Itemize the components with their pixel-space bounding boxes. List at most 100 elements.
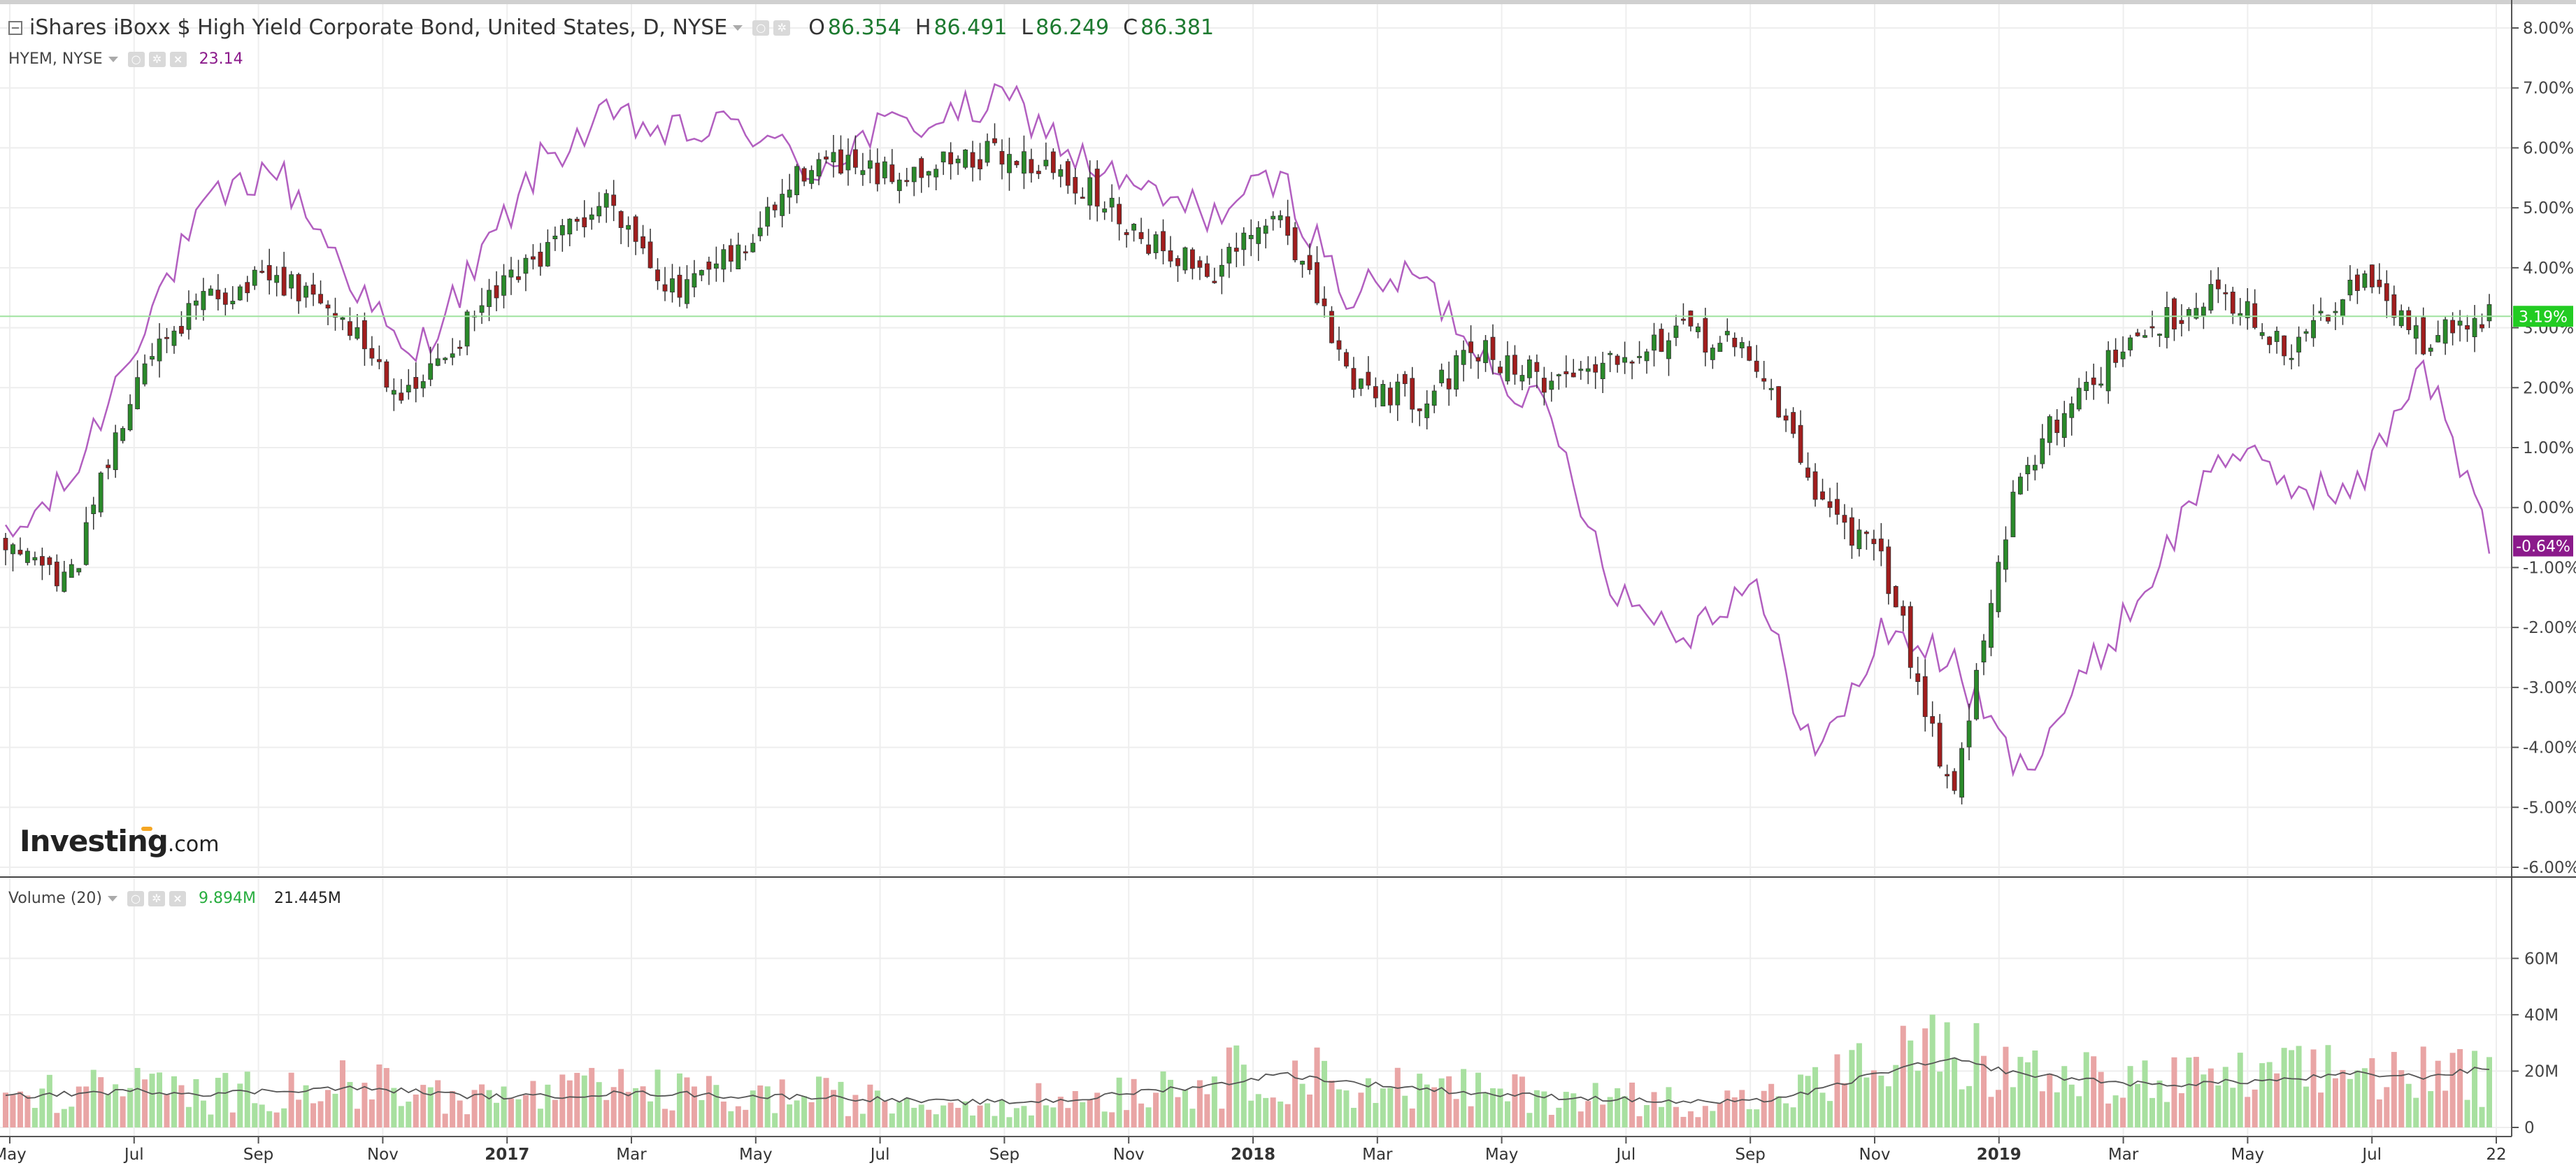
volume-bar: [1446, 1076, 1452, 1127]
volume-bar: [1233, 1045, 1240, 1127]
volume-bar: [215, 1078, 221, 1127]
candle: [1724, 318, 1730, 342]
candle: [1307, 243, 1312, 275]
candle: [106, 459, 111, 480]
candle: [641, 225, 645, 255]
candle: [2274, 326, 2280, 354]
y-tick-label: -6.00%: [2523, 859, 2576, 877]
volume-bar: [764, 1086, 771, 1127]
x-tick-label: May: [2231, 1146, 2265, 1164]
compare-legend: HYEM, NYSE ○ ✲ × 23.14: [8, 50, 243, 68]
chevron-down-icon[interactable]: [108, 56, 118, 62]
volume-bar: [1028, 1115, 1034, 1127]
volume-bar: [1387, 1088, 1394, 1127]
volume-bar: [2435, 1060, 2441, 1127]
candle: [860, 152, 866, 186]
candle: [1688, 310, 1694, 332]
y-tick-label: 2.00%: [2523, 379, 2574, 397]
candle: [1878, 522, 1884, 567]
y-tick-label: 4.00%: [2523, 259, 2574, 278]
candle: [208, 285, 213, 296]
volume-bar: [244, 1071, 250, 1127]
candle: [699, 269, 704, 282]
candle: [1117, 197, 1122, 241]
chevron-down-icon[interactable]: [733, 24, 743, 31]
volume-bar: [2186, 1057, 2192, 1127]
close-icon[interactable]: ×: [169, 890, 186, 906]
volume-bar: [1754, 1109, 1760, 1127]
candle: [1564, 355, 1569, 388]
candle: [582, 200, 587, 238]
candle: [845, 138, 851, 186]
candle: [713, 246, 719, 282]
candle: [2128, 334, 2133, 357]
candle: [1578, 361, 1584, 380]
volume-bar: [728, 1111, 734, 1127]
eye-icon[interactable]: ○: [752, 20, 770, 36]
candle: [457, 340, 463, 356]
volume-tick-label: 0: [2524, 1119, 2535, 1137]
volume-bar: [2384, 1087, 2390, 1127]
candle: [2465, 315, 2470, 342]
candle: [98, 471, 103, 518]
volume-bar: [1673, 1106, 1679, 1127]
volume-bar: [1329, 1080, 1335, 1127]
gear-icon[interactable]: ✲: [148, 890, 165, 906]
candle: [1292, 222, 1298, 263]
x-tick-label: Jul: [1615, 1146, 1636, 1164]
candle: [1029, 148, 1034, 183]
candle: [1629, 359, 1635, 380]
close-icon[interactable]: ×: [169, 51, 187, 67]
eye-icon[interactable]: ○: [127, 890, 144, 906]
volume-bar: [1893, 1064, 1899, 1127]
y-tick-label: -4.00%: [2523, 739, 2576, 757]
volume-bar: [1915, 1070, 1921, 1127]
open-label: O: [808, 15, 825, 40]
candle: [559, 219, 565, 252]
candle: [157, 323, 162, 378]
candle: [1989, 590, 1994, 657]
volume-bar: [252, 1103, 258, 1127]
volume-bar: [1101, 1111, 1108, 1127]
candle: [1798, 410, 1803, 465]
candle: [1219, 248, 1224, 294]
candle: [853, 135, 858, 175]
volume-bar: [977, 1105, 983, 1127]
volume-bar: [450, 1091, 456, 1127]
gear-icon[interactable]: ✲: [148, 51, 166, 67]
volume-bar: [2252, 1089, 2258, 1127]
candle: [2384, 270, 2389, 318]
volume-bar: [17, 1091, 23, 1127]
volume-bar: [1577, 1111, 1584, 1127]
volume-bar: [874, 1090, 880, 1127]
candle: [69, 559, 74, 578]
y-tick-label: 0.00%: [2523, 499, 2574, 518]
x-tick-label: Mar: [1362, 1146, 1393, 1164]
x-tick-label: Jul: [123, 1146, 144, 1164]
candle: [39, 547, 45, 581]
candle: [2223, 284, 2228, 311]
candle: [1585, 356, 1591, 385]
volume-bar: [486, 1090, 492, 1127]
volume-bar: [368, 1099, 375, 1127]
candle: [1666, 332, 1671, 376]
candle: [399, 378, 404, 404]
candle: [2347, 265, 2353, 301]
eye-icon[interactable]: ○: [127, 51, 145, 67]
volume-bar: [105, 1094, 111, 1127]
volume-bar: [1739, 1090, 1745, 1127]
gear-icon[interactable]: ✲: [773, 20, 791, 36]
candle: [32, 551, 38, 566]
volume-bar: [178, 1085, 185, 1127]
volume-bar: [2237, 1053, 2243, 1127]
volume-bar: [2318, 1092, 2324, 1127]
candle: [413, 362, 419, 403]
volume-bar: [794, 1100, 800, 1127]
volume-bar: [362, 1083, 368, 1127]
candle: [985, 133, 990, 166]
volume-bar: [1666, 1087, 1672, 1127]
volume-bar: [713, 1085, 720, 1127]
chevron-down-icon[interactable]: [107, 895, 117, 902]
collapse-icon[interactable]: [8, 20, 22, 35]
